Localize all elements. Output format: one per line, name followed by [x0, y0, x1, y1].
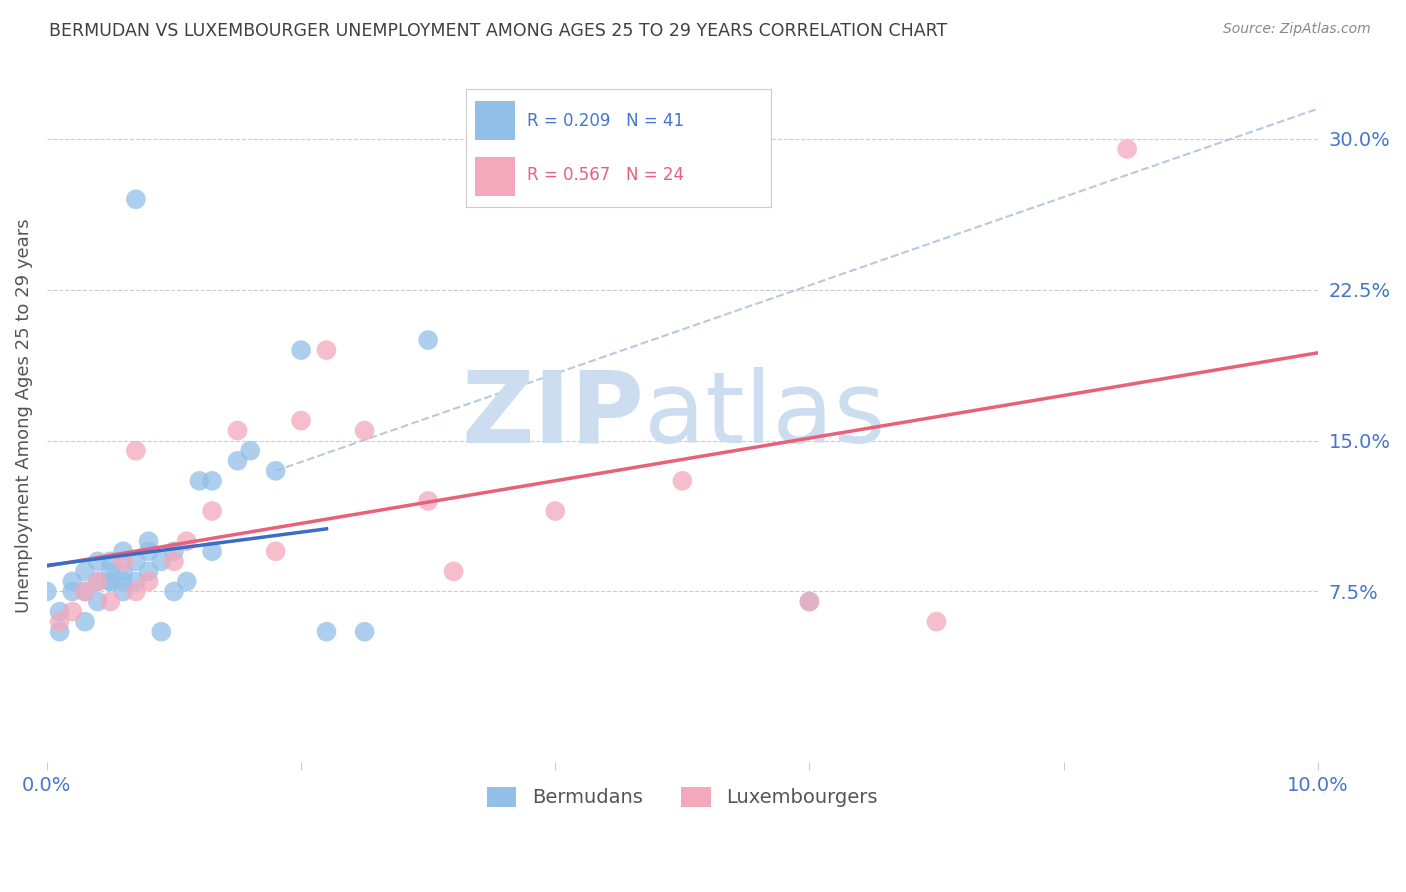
Point: [125, 192, 148, 206]
Point: [201, 504, 224, 518]
Point: [150, 554, 173, 568]
Point: [315, 343, 337, 358]
Point: [125, 574, 148, 589]
Point: [48, 605, 70, 619]
Point: [264, 464, 287, 478]
Text: atlas: atlas: [644, 367, 886, 464]
Point: [48, 624, 70, 639]
Point: [671, 474, 693, 488]
Point: [138, 544, 160, 558]
Point: [353, 424, 375, 438]
Point: [176, 534, 198, 549]
Point: [201, 544, 224, 558]
Point: [239, 443, 262, 458]
Point: [1116, 142, 1139, 156]
Point: [60, 605, 83, 619]
Legend: Bermudans, Luxembourgers: Bermudans, Luxembourgers: [479, 779, 886, 815]
Point: [418, 494, 440, 508]
Point: [163, 554, 186, 568]
Text: BERMUDAN VS LUXEMBOURGER UNEMPLOYMENT AMONG AGES 25 TO 29 YEARS CORRELATION CHAR: BERMUDAN VS LUXEMBOURGER UNEMPLOYMENT AM…: [49, 22, 948, 40]
Point: [353, 624, 375, 639]
Point: [226, 454, 249, 468]
Y-axis label: Unemployment Among Ages 25 to 29 years: Unemployment Among Ages 25 to 29 years: [15, 219, 32, 613]
Point: [443, 565, 465, 579]
Point: [125, 584, 148, 599]
Point: [264, 544, 287, 558]
Point: [100, 574, 122, 589]
Point: [112, 574, 135, 589]
Text: Source: ZipAtlas.com: Source: ZipAtlas.com: [1223, 22, 1371, 37]
Point: [73, 584, 96, 599]
Point: [73, 584, 96, 599]
Point: [544, 504, 567, 518]
Point: [418, 333, 440, 347]
Point: [100, 574, 122, 589]
Point: [138, 534, 160, 549]
Point: [87, 574, 110, 589]
Point: [112, 565, 135, 579]
Point: [188, 474, 211, 488]
Point: [60, 574, 83, 589]
Point: [125, 443, 148, 458]
Point: [48, 615, 70, 629]
Point: [138, 565, 160, 579]
Point: [87, 594, 110, 608]
Point: [100, 594, 122, 608]
Point: [87, 574, 110, 589]
Point: [73, 565, 96, 579]
Point: [201, 474, 224, 488]
Point: [73, 615, 96, 629]
Point: [100, 554, 122, 568]
Point: [87, 554, 110, 568]
Point: [35, 584, 58, 599]
Point: [125, 554, 148, 568]
Point: [112, 554, 135, 568]
Point: [60, 584, 83, 599]
Point: [163, 544, 186, 558]
Point: [112, 544, 135, 558]
Point: [100, 565, 122, 579]
Point: [176, 574, 198, 589]
Text: ZIP: ZIP: [461, 367, 644, 464]
Point: [226, 424, 249, 438]
Point: [799, 594, 821, 608]
Point: [290, 343, 312, 358]
Point: [163, 584, 186, 599]
Point: [138, 574, 160, 589]
Point: [925, 615, 948, 629]
Point: [150, 624, 173, 639]
Point: [112, 584, 135, 599]
Point: [315, 624, 337, 639]
Point: [799, 594, 821, 608]
Point: [290, 413, 312, 427]
